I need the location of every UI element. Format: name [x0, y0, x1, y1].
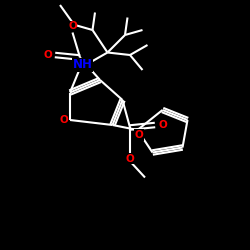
Text: O: O — [60, 115, 68, 125]
Text: O: O — [134, 130, 143, 140]
Text: O: O — [68, 21, 77, 31]
Text: O: O — [126, 154, 134, 164]
Text: O: O — [43, 50, 52, 60]
Text: NH: NH — [72, 58, 92, 71]
Text: O: O — [158, 120, 167, 130]
